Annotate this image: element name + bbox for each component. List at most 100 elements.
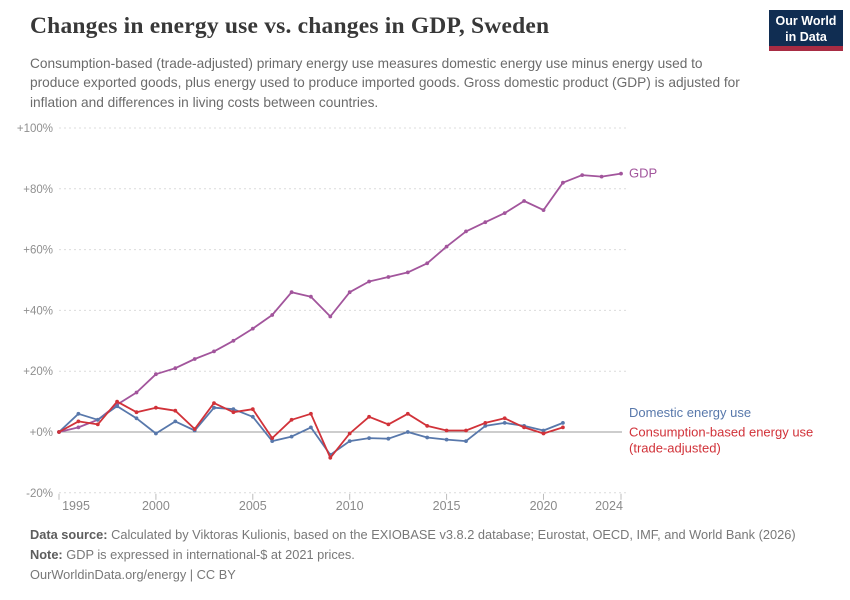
point-consumption-based-energy-use-trade-adjusted (309, 411, 313, 416)
point-gdp (212, 349, 216, 354)
point-gdp (328, 314, 333, 319)
point-consumption-based-energy-use-trade-adjusted (405, 411, 410, 416)
point-consumption-based-energy-use-trade-adjusted (76, 419, 81, 424)
point-consumption-based-energy-use-trade-adjusted (173, 408, 178, 413)
point-gdp (154, 372, 158, 377)
gridlines (59, 127, 626, 494)
license-line: OurWorldinData.org/energy | CC BY (30, 565, 830, 585)
point-gdp (76, 425, 81, 430)
line-gdp (58, 172, 622, 433)
y-tick-label: -20% (26, 488, 53, 500)
chart-subtitle: Consumption-based (trade-adjusted) prima… (30, 56, 740, 110)
point-consumption-based-energy-use-trade-adjusted (270, 436, 275, 440)
point-gdp (483, 220, 488, 225)
point-gdp (309, 294, 313, 299)
point-gdp (134, 390, 139, 395)
series-label-text: GDP (629, 166, 657, 181)
point-gdp (444, 244, 449, 249)
point-domestic-energy-use (405, 430, 410, 434)
point-gdp (561, 180, 565, 185)
series-gdp (57, 171, 623, 434)
point-consumption-based-energy-use-trade-adjusted (134, 410, 139, 415)
series-label-domestic-energy-use[interactable]: Domestic energy use (629, 405, 751, 420)
data-source-label: Data source: (30, 527, 108, 542)
point-domestic-energy-use (154, 431, 158, 436)
point-gdp (173, 366, 178, 371)
point-gdp (502, 211, 507, 216)
point-domestic-energy-use (502, 421, 507, 425)
x-tick-label: 2000 (142, 499, 170, 513)
owid-url-link[interactable]: OurWorldinData.org/energy | CC BY (30, 567, 236, 583)
point-consumption-based-energy-use-trade-adjusted (57, 430, 61, 434)
page-title: Changes in energy use vs. changes in GDP… (30, 13, 550, 39)
point-consumption-based-energy-use-trade-adjusted (425, 424, 430, 428)
series-label-text: (trade-adjusted) (629, 440, 721, 455)
point-consumption-based-energy-use-trade-adjusted (231, 410, 236, 415)
point-consumption-based-energy-use-trade-adjusted (502, 416, 507, 421)
point-gdp (347, 290, 352, 295)
point-domestic-energy-use (561, 421, 565, 425)
x-tick-label: 2015 (433, 499, 461, 513)
series-domestic-energy-use (57, 404, 565, 457)
point-gdp (425, 261, 430, 266)
note-line: Note: GDP is expressed in international-… (30, 545, 830, 565)
x-tick-label: 2005 (239, 499, 267, 513)
series-label-gdp[interactable]: GDP (629, 166, 657, 181)
point-domestic-energy-use (367, 436, 371, 440)
point-gdp (386, 275, 391, 279)
point-gdp (289, 290, 294, 295)
y-tick-label: +80% (23, 184, 53, 196)
data-source-line: Data source: Calculated by Viktoras Kuli… (30, 525, 830, 545)
point-consumption-based-energy-use-trade-adjusted (192, 427, 197, 431)
y-tick-label: +20% (23, 366, 53, 378)
point-domestic-energy-use (425, 435, 430, 440)
chart-footer: Data source: Calculated by Viktoras Kuli… (30, 525, 830, 586)
point-consumption-based-energy-use-trade-adjusted (522, 425, 526, 430)
owid-logo[interactable]: Our World in Data (769, 10, 843, 51)
note-label: Note: (30, 547, 63, 563)
series-consumption-based-energy-use-trade-adjusted (57, 399, 565, 460)
point-consumption-based-energy-use-trade-adjusted (347, 431, 352, 436)
x-tick-label: 2020 (530, 499, 558, 513)
point-domestic-energy-use (115, 404, 119, 409)
point-gdp (405, 270, 410, 275)
note-text: GDP is expressed in international-$ at 2… (62, 547, 355, 563)
series-label-text: Domestic energy use (629, 405, 751, 420)
point-consumption-based-energy-use-trade-adjusted (464, 428, 468, 433)
point-gdp (522, 199, 526, 203)
x-axis: 1995 2000 2005 2010 2015 2020 2024 (58, 493, 623, 513)
point-consumption-based-energy-use-trade-adjusted (154, 405, 158, 410)
point-gdp (464, 229, 468, 234)
point-domestic-energy-use (173, 419, 178, 424)
series-label-consumption-based-energy-use-trade-adjusted[interactable]: Consumption-based energy use(trade-adjus… (629, 424, 813, 455)
point-consumption-based-energy-use-trade-adjusted (95, 422, 100, 427)
point-domestic-energy-use (231, 407, 236, 412)
x-tick-label: 2010 (336, 499, 364, 513)
point-consumption-based-energy-use-trade-adjusted (328, 455, 333, 460)
point-domestic-energy-use (289, 434, 294, 439)
point-consumption-based-energy-use-trade-adjusted (386, 422, 391, 427)
point-domestic-energy-use (134, 416, 139, 421)
x-tick-label: 1995 (62, 499, 90, 513)
y-axis-labels: +100% +80% +60% +40% +20% +0% -20% (17, 123, 53, 500)
point-consumption-based-energy-use-trade-adjusted (115, 399, 119, 404)
point-gdp (231, 338, 236, 343)
point-consumption-based-energy-use-trade-adjusted (444, 428, 449, 433)
point-gdp (541, 208, 546, 213)
point-gdp (367, 279, 371, 284)
point-consumption-based-energy-use-trade-adjusted (541, 431, 546, 436)
line-chart: +100% +80% +60% +40% +20% +0% -20% 1995 2000 2005… (17, 123, 813, 513)
point-consumption-based-energy-use-trade-adjusted (250, 407, 255, 412)
y-tick-label: +40% (23, 305, 53, 317)
point-gdp (270, 313, 275, 317)
point-domestic-energy-use (270, 439, 275, 443)
point-gdp (250, 326, 255, 331)
data-source-text: Calculated by Viktoras Kulionis, based o… (107, 527, 796, 542)
point-domestic-energy-use (541, 428, 546, 433)
y-tick-label: +0% (30, 427, 53, 439)
point-domestic-energy-use (347, 439, 352, 443)
point-domestic-energy-use (444, 437, 449, 442)
logo-line-1: Our World (775, 14, 837, 28)
point-domestic-energy-use (95, 417, 100, 422)
